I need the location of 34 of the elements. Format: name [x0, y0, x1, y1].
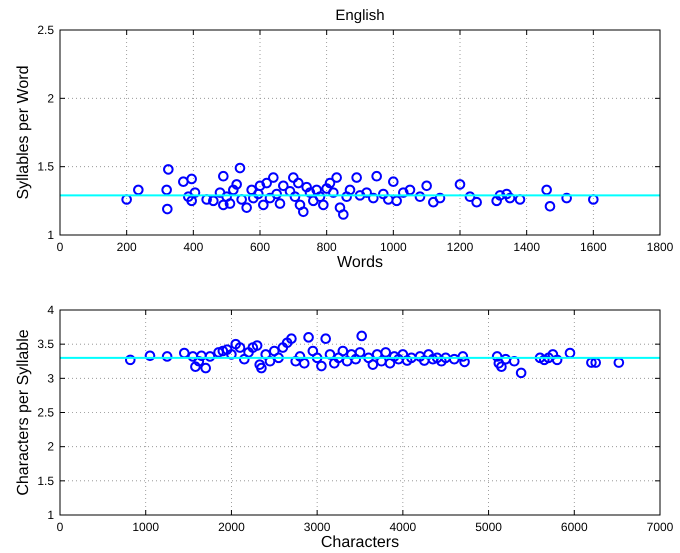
x-tick-label: 0	[56, 520, 64, 534]
x-tick-label: 5000	[475, 520, 502, 534]
y-axis-title: Characters per Syllable	[15, 329, 32, 496]
x-tick-label: 1000	[132, 520, 160, 534]
y-tick-label: 1.5	[37, 474, 54, 488]
x-axis-title: Words	[337, 254, 383, 271]
x-tick-label: 1800	[646, 240, 674, 254]
x-tick-label: 1000	[380, 240, 408, 254]
x-tick-label: 600	[250, 240, 270, 254]
x-tick-label: 6000	[560, 520, 588, 534]
x-tick-label: 1600	[580, 240, 608, 254]
y-tick-label: 4	[47, 303, 54, 317]
y-axis-title: Syllables per Word	[15, 66, 32, 200]
x-tick-label: 4000	[390, 520, 417, 534]
x-tick-label: 1400	[513, 240, 540, 254]
x-tick-label: 400	[183, 240, 204, 254]
x-tick-label: 2000	[218, 520, 246, 534]
y-tick-label: 2.5	[37, 23, 54, 37]
x-tick-label: 200	[116, 240, 137, 254]
y-tick-label: 1.5	[37, 160, 54, 174]
chart-title: English	[335, 7, 385, 24]
y-tick-label: 1	[47, 508, 54, 522]
x-tick-label: 7000	[646, 520, 674, 534]
y-tick-label: 2	[47, 440, 54, 454]
x-axis-title: Characters	[320, 534, 400, 551]
x-tick-label: 1200	[446, 240, 474, 254]
y-tick-label: 3	[47, 371, 54, 386]
y-tick-label: 2.5	[37, 406, 54, 420]
y-tick-label: 3.5	[37, 337, 54, 352]
x-tick-label: 3000	[304, 520, 331, 534]
y-tick-label: 1	[47, 228, 54, 242]
x-tick-label: 800	[316, 240, 337, 254]
x-tick-label: 0	[56, 240, 64, 254]
y-tick-label: 2	[47, 91, 54, 106]
